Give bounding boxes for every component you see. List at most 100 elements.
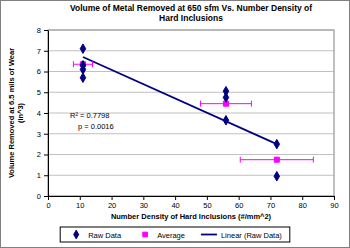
y-tick: 0 — [37, 192, 48, 201]
y-tick-mark — [44, 30, 48, 31]
y-tick-mark — [44, 196, 48, 197]
y-tick-mark — [44, 51, 48, 52]
point — [80, 44, 85, 53]
error-bar-cap — [240, 157, 241, 163]
chart-title: Hard Inclusions — [159, 13, 223, 23]
grid — [48, 30, 334, 196]
x-tick-mark — [143, 196, 144, 200]
y-tick: 1 — [37, 171, 48, 180]
x-tick-label: 50 — [203, 201, 211, 210]
x-axis-title: Number Density of Hard Inclusions (#/mm^… — [111, 212, 272, 221]
x-tick-mark — [112, 196, 113, 200]
grid-line — [48, 196, 334, 197]
error-bar-cap — [92, 61, 93, 67]
y-tick-label: 6 — [37, 67, 41, 76]
y-tick-mark — [44, 113, 48, 114]
y-axis: 0 1 2 3 4 5 6 7 8 — [37, 26, 49, 201]
x-tick-mark — [334, 196, 335, 200]
point — [223, 116, 228, 125]
y-tick: 2 — [37, 150, 48, 159]
x-tick-mark — [207, 196, 208, 200]
y-tick: 8 — [37, 26, 48, 35]
x-tick: 0 — [46, 196, 50, 210]
y-tick: 6 — [37, 67, 48, 76]
error-bar-cap — [200, 101, 201, 107]
legend-box — [60, 227, 290, 242]
y-tick: 3 — [37, 130, 48, 139]
point — [274, 172, 279, 181]
y-tick-label: 1 — [37, 171, 41, 180]
legend-swatch — [74, 230, 79, 239]
x-tick-label: 0 — [46, 201, 50, 210]
x-tick-label: 80 — [299, 201, 307, 210]
y-tick-label: 7 — [37, 47, 41, 56]
legend-swatch — [143, 232, 148, 237]
grid-line — [48, 71, 334, 72]
x-tick-label: 40 — [171, 201, 179, 210]
x-tick: 80 — [299, 196, 307, 210]
error-bar-cap — [251, 101, 252, 107]
chart-background — [1, 1, 350, 248]
y-tick: 4 — [37, 109, 48, 118]
x-tick: 30 — [140, 196, 148, 210]
y-tick: 5 — [37, 88, 48, 97]
error-bar-cap — [73, 61, 74, 67]
y-axis-title: Volume Removed at 6.5 mils of Wear — [7, 48, 16, 178]
x-tick: 50 — [203, 196, 211, 210]
y-tick: 7 — [37, 47, 48, 56]
x-tick-label: 70 — [267, 201, 275, 210]
grid-line — [48, 92, 334, 93]
legend-item: Average — [143, 231, 185, 240]
chart-title: Volume of Metal Removed at 650 sfm Vs. N… — [70, 3, 312, 13]
x-tick-label: 10 — [76, 201, 84, 210]
annotation: p = 0.0016 — [78, 122, 114, 131]
error-bar-cap — [313, 157, 314, 163]
x-axis-line — [49, 196, 335, 197]
legend-item: Linear (Raw Data) — [201, 231, 282, 240]
x-tick-label: 60 — [235, 201, 243, 210]
y-axis-title: (in^3) — [16, 102, 25, 123]
x-axis: 0 10 20 30 40 50 60 70 80 90 — [46, 196, 338, 210]
chart: Volume of Metal Removed at 650 sfm Vs. N… — [0, 0, 350, 248]
plot-area — [48, 30, 334, 196]
x-tick: 70 — [267, 196, 275, 210]
x-tick-mark — [270, 196, 271, 200]
legend-label: Linear (Raw Data) — [221, 231, 282, 240]
error-bar — [240, 157, 313, 163]
y-axis-line — [48, 31, 49, 197]
point — [274, 157, 279, 162]
grid-line — [48, 133, 334, 134]
y-tick-mark — [44, 92, 48, 93]
x-tick-label: 20 — [108, 201, 116, 210]
grid-line — [48, 175, 334, 176]
grid-line — [48, 154, 334, 155]
y-tick-mark — [44, 134, 48, 135]
y-tick-label: 4 — [37, 109, 41, 118]
grid-line — [48, 50, 334, 51]
grid-line — [48, 30, 334, 31]
x-tick: 90 — [330, 196, 338, 210]
x-tick-mark — [302, 196, 303, 200]
point — [223, 93, 228, 102]
x-tick-mark — [175, 196, 176, 200]
point — [274, 139, 279, 148]
x-tick-label: 30 — [140, 201, 148, 210]
y-tick-label: 8 — [37, 26, 41, 35]
x-tick-label: 90 — [330, 201, 338, 210]
legend-label: Average — [157, 231, 185, 240]
x-tick-mark — [80, 196, 81, 200]
x-tick: 10 — [76, 196, 84, 210]
x-tick: 20 — [108, 196, 116, 210]
y-tick-mark — [44, 72, 48, 73]
legend-swatch — [201, 234, 217, 236]
y-tick-label: 2 — [37, 150, 41, 159]
x-tick-mark — [48, 196, 49, 200]
x-tick: 40 — [171, 196, 179, 210]
trend-line — [83, 57, 277, 144]
legend: Raw DataAverageLinear (Raw Data) — [60, 227, 290, 242]
annotation: R² = 0.7798 — [70, 111, 109, 120]
y-tick-label: 3 — [37, 130, 41, 139]
x-tick: 60 — [235, 196, 243, 210]
y-tick-label: 0 — [37, 192, 41, 201]
marks — [73, 44, 313, 181]
